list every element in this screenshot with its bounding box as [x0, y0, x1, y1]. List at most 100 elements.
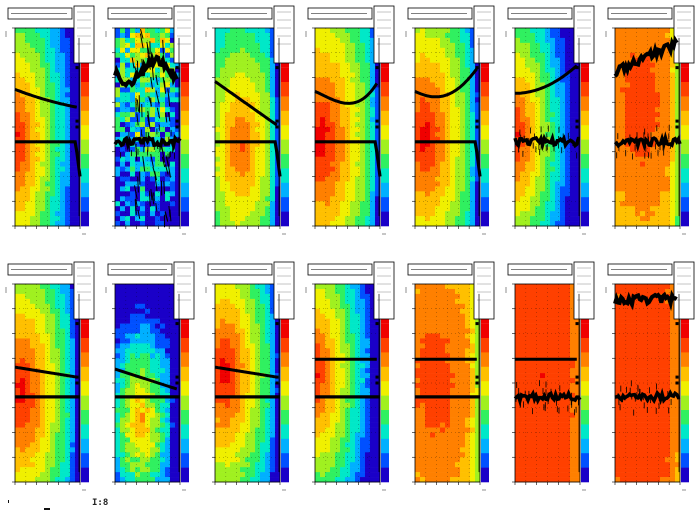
heatmap-cell — [220, 196, 226, 202]
heatmap-cell — [355, 97, 361, 103]
heatmap-cell — [75, 358, 81, 364]
heatmap-cell — [430, 161, 436, 167]
heatmap-cell — [55, 42, 61, 49]
heatmap-cell — [420, 206, 426, 212]
heatmap-cell — [165, 131, 171, 138]
data-band-noise — [167, 88, 171, 107]
heatmap-cell — [670, 156, 676, 162]
heatmap-cell — [465, 92, 471, 98]
heatmap-cell — [675, 127, 681, 133]
heatmap-cell — [65, 42, 71, 49]
heatmap-cell — [40, 407, 46, 413]
heatmap-cell — [120, 338, 126, 344]
heatmap-cell — [315, 156, 321, 162]
heatmap-cell — [40, 82, 46, 88]
heatmap-cell — [30, 141, 36, 148]
heatmap-cell — [25, 303, 31, 310]
heatmap-cell — [255, 122, 261, 128]
heatmap-cell — [260, 28, 266, 34]
heatmap-cell — [215, 47, 221, 54]
heatmap-cell — [345, 131, 351, 138]
heatmap-cell — [330, 206, 336, 212]
colorbar-segment — [281, 67, 289, 83]
heatmap-cell — [575, 206, 581, 212]
heatmap-cell — [625, 87, 631, 93]
heatmap-cell — [140, 288, 146, 295]
colorbar-segment — [481, 211, 489, 227]
heatmap-cell — [340, 131, 346, 138]
heatmap-cell — [50, 397, 56, 404]
heatmap-cell — [615, 52, 621, 58]
data-band-upper — [14, 365, 78, 379]
heatmap-cell — [535, 92, 541, 98]
heatmap-cell — [120, 348, 126, 354]
heatmap-cell — [670, 181, 676, 187]
heatmap-cell — [530, 186, 536, 192]
heatmap-cell — [415, 151, 421, 157]
heatmap-cell — [125, 323, 131, 329]
heatmap-cell — [465, 57, 471, 63]
heatmap-cell — [540, 196, 546, 202]
heatmap-cell — [15, 407, 21, 413]
heatmap-cell — [220, 72, 226, 78]
heatmap-cell — [420, 67, 426, 73]
heatmap-cell — [340, 117, 346, 123]
heatmap-cell — [365, 102, 371, 108]
heatmap-cell — [615, 112, 621, 118]
heatmap-cell — [255, 176, 261, 182]
heatmap-cell — [220, 166, 226, 172]
heatmap-cell — [265, 176, 271, 182]
heatmap-cell — [140, 112, 146, 118]
heatmap-cell — [460, 122, 466, 128]
heatmap-cell — [335, 146, 341, 153]
heatmap-cell — [75, 107, 81, 113]
heatmap-cell — [15, 457, 21, 463]
heatmap-cell — [265, 107, 271, 113]
heatmap-cell — [40, 358, 46, 364]
heatmap-cell — [460, 221, 466, 227]
heatmap-cell — [430, 122, 436, 128]
heatmap-cell — [70, 221, 76, 227]
heatmap-cell — [50, 161, 56, 167]
heatmap-cell — [120, 107, 126, 113]
heatmap-cell — [25, 427, 31, 433]
heatmap-cell — [635, 87, 641, 93]
heatmap-cell — [525, 146, 531, 153]
heatmap-cell — [25, 328, 31, 334]
heatmap-cell — [25, 397, 31, 404]
heatmap-cell — [535, 151, 541, 157]
heatmap-cell — [125, 191, 131, 197]
heatmap-cell — [15, 427, 21, 433]
heatmap-cell — [20, 293, 26, 300]
heatmap-cell — [15, 146, 21, 153]
heatmap-cell — [645, 191, 651, 197]
heatmap-cell — [350, 171, 356, 177]
heatmap-cell — [125, 383, 131, 389]
heatmap-cell — [60, 151, 66, 157]
heatmap-cell — [220, 216, 226, 222]
heatmap-cell — [315, 196, 321, 202]
heatmap-cell — [120, 407, 126, 413]
heatmap-cell — [425, 221, 431, 227]
heatmap-cell — [620, 97, 626, 103]
heatmap-cell — [60, 402, 66, 409]
heatmap-cell — [235, 117, 241, 123]
heatmap-cell — [30, 323, 36, 329]
heatmap-cell — [315, 117, 321, 123]
heatmap-cell — [615, 161, 621, 167]
heatmap-cell — [35, 343, 41, 349]
heatmap-cell — [70, 176, 76, 182]
heatmap-cell — [125, 176, 131, 182]
heatmap-cell — [220, 62, 226, 68]
heatmap-cell — [420, 77, 426, 83]
heatmap-cell — [115, 196, 121, 202]
heatmap-cell — [65, 328, 71, 334]
heatmap-cell — [545, 127, 551, 133]
heatmap-cell — [215, 42, 221, 49]
heatmap-cell — [415, 52, 421, 58]
heatmap-cell — [55, 166, 61, 172]
heatmap-cell — [75, 328, 81, 334]
heatmap-cell — [55, 112, 61, 118]
heatmap-cell — [320, 82, 326, 88]
heatmap-cell — [350, 47, 356, 54]
